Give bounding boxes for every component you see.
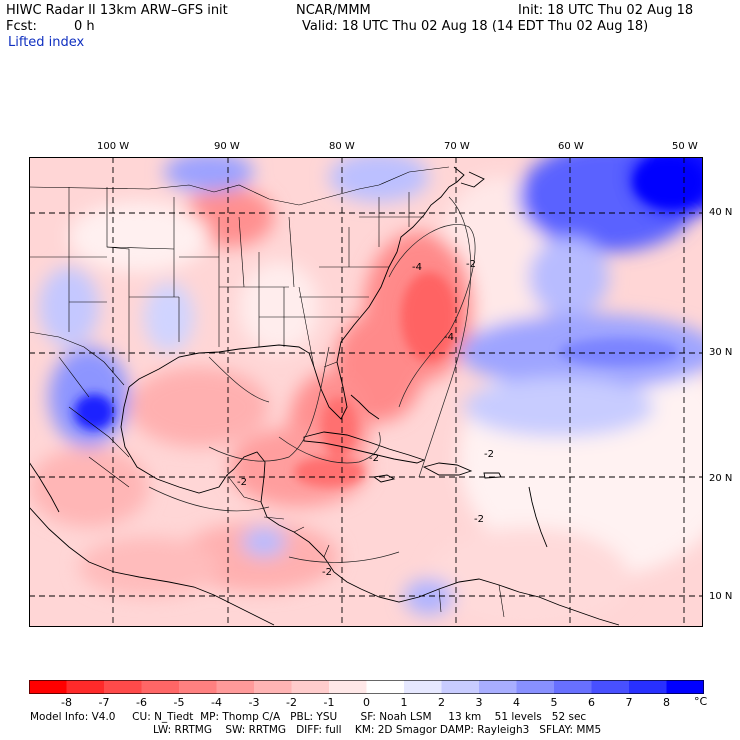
colorbar-tick-label: -6: [136, 696, 147, 709]
colorbar-swatch: [254, 680, 292, 694]
lat-label-10n: 10 N: [709, 591, 733, 602]
contour-label: -4: [444, 332, 454, 343]
colorbar-swatch: [479, 680, 517, 694]
init-time: Init: 18 UTC Thu 02 Aug 18: [518, 3, 694, 18]
map-frame: [29, 157, 703, 627]
colorbar-tick-label: 1: [400, 696, 408, 709]
lon-label-80w: 80 W: [329, 141, 355, 152]
colorbar-swatch: [629, 680, 667, 694]
colorbar-swatch: [179, 680, 217, 694]
model-info-line1: Model Info: V4.0 CU: N_Tiedt MP: Thomp C…: [30, 711, 587, 723]
field-name: Lifted index: [8, 35, 85, 50]
contour-label: -2: [369, 453, 379, 464]
colorbar-swatch: [329, 680, 367, 694]
colorbar-tick-label: -1: [323, 696, 335, 709]
colorbar-swatch: [554, 680, 592, 694]
colorbar-swatch: [666, 680, 704, 694]
colorbar-swatch: [104, 680, 142, 694]
contour-label: -2: [484, 449, 494, 460]
contour-label: -4: [412, 262, 422, 273]
colorbar-swatch: [141, 680, 180, 694]
colorbar-tick-label: -7: [98, 696, 110, 709]
lon-label-100w: 100 W: [97, 141, 130, 152]
colorbar-swatch: [291, 680, 330, 694]
colorbar-tick-label: -3: [248, 696, 260, 709]
colorbar-swatch: [366, 680, 405, 694]
fcst-value: 0 h: [74, 19, 95, 34]
colorbar-tick-label: 4: [513, 696, 520, 709]
colorbar-tick-label: -8: [61, 696, 72, 709]
colorbar-swatch: [441, 680, 480, 694]
colorbar-swatch: [591, 680, 630, 694]
lon-label-70w: 70 W: [444, 141, 470, 152]
colorbar-swatch: [66, 680, 105, 694]
colorbar-frame: [29, 680, 704, 694]
colorbar-tick-label: 7: [625, 696, 633, 709]
colorbar-tick-label: -5: [173, 696, 185, 709]
colorbar-tick-label: 6: [588, 696, 595, 709]
lifted-index-map: -2 -4 -2 -4 -2 -2 -2 -2: [29, 157, 703, 627]
colorbar-tick-label: 5: [550, 696, 558, 709]
lat-label-40n: 40 N: [709, 207, 733, 218]
colorbar-swatch: [404, 680, 442, 694]
colorbar-swatch: [29, 680, 67, 694]
lat-label-20n: 20 N: [709, 473, 733, 484]
colorbar-tick-label: -2: [286, 696, 297, 709]
colorbar-tick-label: -4: [211, 696, 222, 709]
lon-label-60w: 60 W: [558, 141, 584, 152]
colorbar-tick-label: 0: [363, 696, 370, 709]
colorbar: [29, 680, 704, 694]
contour-label: -2: [322, 567, 332, 578]
contour-label: -2: [474, 514, 484, 525]
colorbar-tick-label: 2: [438, 696, 445, 709]
contour-lines: [148, 196, 476, 563]
contour-label: -2: [237, 477, 247, 488]
valid-time: Valid: 18 UTC Thu 02 Aug 18 (14 EDT Thu …: [302, 19, 649, 34]
colorbar-swatch: [216, 680, 255, 694]
colorbar-unit: °C: [694, 695, 708, 708]
contour-label: -2: [466, 259, 476, 270]
lon-label-90w: 90 W: [214, 141, 240, 152]
lat-label-30n: 30 N: [709, 347, 733, 358]
colorbar-tick-label: 3: [475, 696, 483, 709]
political-borders: [29, 166, 505, 618]
colorbar-tick-label: 8: [663, 696, 670, 709]
lon-label-50w: 50 W: [672, 141, 698, 152]
colorbar-swatch: [516, 680, 555, 694]
fcst-label: Fcst:: [6, 19, 37, 34]
lat-lon-grid: [29, 157, 703, 627]
org-label: NCAR/MMM: [296, 3, 371, 18]
map-title: HIWC Radar II 13km ARW–GFS init: [6, 3, 228, 18]
model-info-line2: LW: RRTMG SW: RRTMG DIFF: full KM: 2D Sm…: [153, 724, 602, 736]
